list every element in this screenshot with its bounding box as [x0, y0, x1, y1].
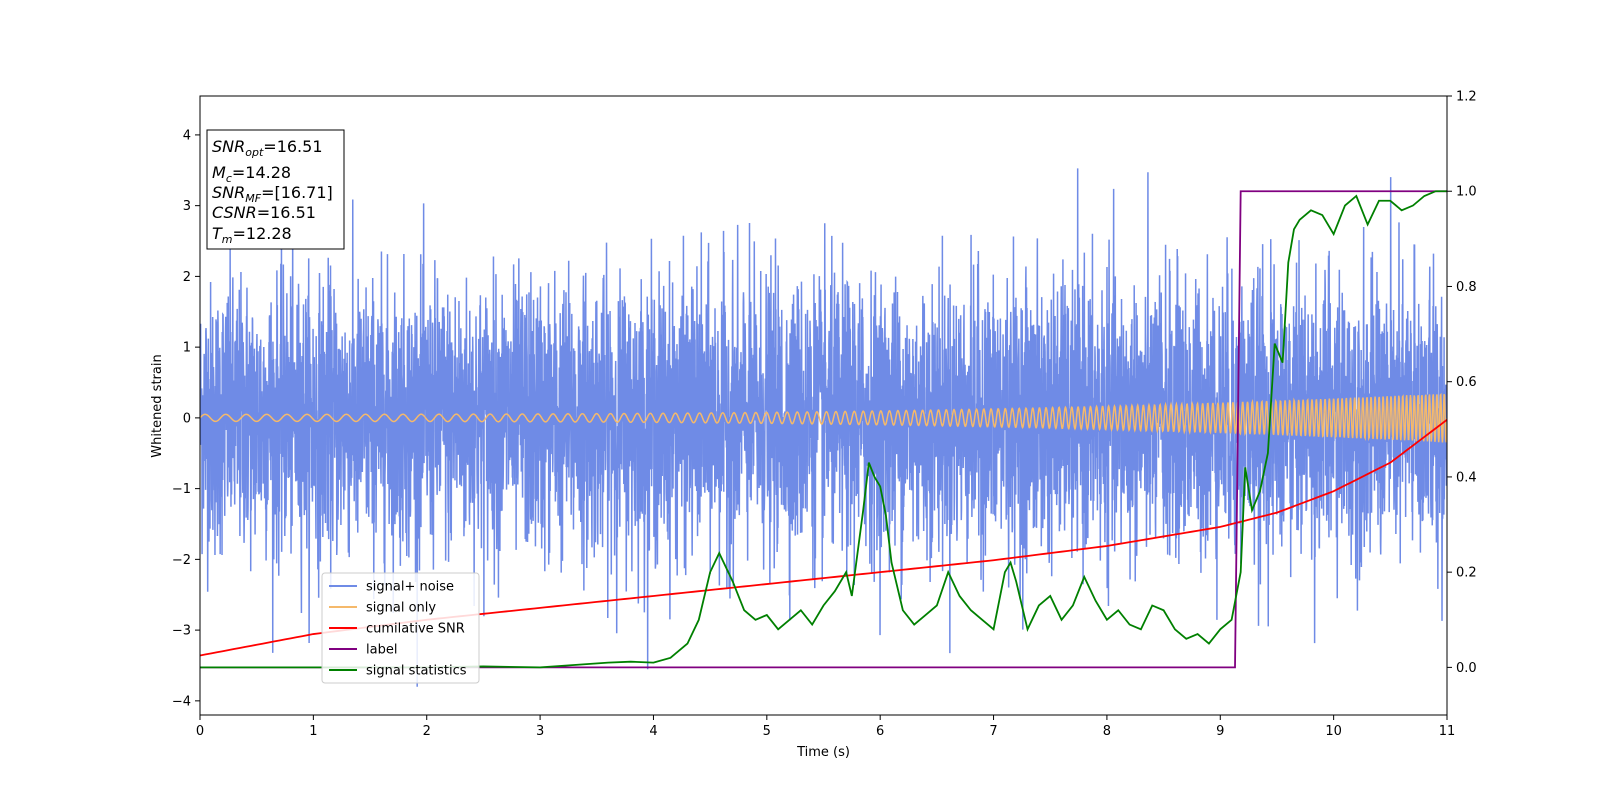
y-right-tick-label: 0.6: [1456, 375, 1477, 390]
label-line: [200, 190, 1447, 669]
info-annotation-box: SNRopt=16.51 Mc=14.28SNRMF=[16.71]CSNR=16…: [206, 129, 345, 250]
y-right-tick-label: 1.0: [1456, 185, 1477, 200]
y-left-tick-label: −2: [172, 553, 191, 568]
y-left-tick-label: 3: [183, 199, 191, 214]
info-line: Tm=12.28: [212, 224, 292, 246]
x-tick-label: 4: [649, 724, 657, 739]
legend: signal+ noise signal only cumilative SNR la…: [321, 572, 480, 684]
info-line: SNRMF=[16.71]: [212, 183, 333, 205]
x-tick-label: 11: [1439, 724, 1456, 739]
signal-only-series: [200, 392, 1447, 443]
x-tick-label: 0: [196, 724, 204, 739]
y-left-tick-label: −4: [172, 694, 191, 709]
info-line: Mc=14.28: [212, 163, 291, 185]
y-right-tick-label: 0.8: [1456, 280, 1477, 295]
legend-entry-label: label: [366, 643, 397, 658]
signal-noise-series: [200, 168, 1447, 687]
y-left-tick-label: 1: [183, 341, 191, 356]
info-line: CSNR=16.51: [212, 203, 316, 222]
y-right-tick-label: 0.2: [1456, 566, 1477, 581]
x-tick-label: 7: [989, 724, 997, 739]
x-tick-label: 2: [423, 724, 431, 739]
info-line: SNRopt=16.51: [212, 137, 323, 159]
x-tick-label: 1: [309, 724, 317, 739]
legend-entry-label: cumilative SNR: [366, 622, 465, 637]
y-axis-label: Whitened strain: [150, 354, 165, 457]
signal-noise-line: [200, 168, 1447, 687]
legend-entry-label: signal statistics: [366, 664, 467, 679]
x-axis-label: Time (s): [796, 745, 850, 760]
x-tick-label: 5: [763, 724, 771, 739]
y-left-tick-label: −1: [172, 482, 191, 497]
info-box-frame: [206, 129, 345, 250]
signal-statistics-line: [200, 190, 1447, 669]
y-left-tick-label: 4: [183, 128, 191, 143]
x-tick-label: 8: [1103, 724, 1111, 739]
axes: 0 1 2 3 4 5 6 7 8 9 10 11 −4 −3 −2 −1 0 1 2 3 4 0.0 0.2 0.4 0.6 0…: [172, 90, 1477, 740]
legend-entry-label: signal+ noise: [366, 580, 454, 595]
x-tick-label: 10: [1325, 724, 1342, 739]
x-tick-label: 3: [536, 724, 544, 739]
plot-frame: [199, 95, 1448, 716]
y-right-tick-label: 0.0: [1456, 661, 1477, 676]
x-tick-label: 9: [1216, 724, 1224, 739]
signal-only-line: [200, 392, 1447, 443]
y-right-tick-label: 1.2: [1456, 90, 1477, 105]
y-left-tick-label: 0: [183, 411, 191, 426]
x-tick-label: 6: [876, 724, 884, 739]
y-left-tick-label: 2: [183, 270, 191, 285]
y-left-tick-label: −3: [172, 624, 191, 639]
legend-entry-label: signal only: [366, 601, 436, 616]
legend-frame: [321, 572, 480, 684]
y-right-tick-label: 0.4: [1456, 470, 1477, 485]
